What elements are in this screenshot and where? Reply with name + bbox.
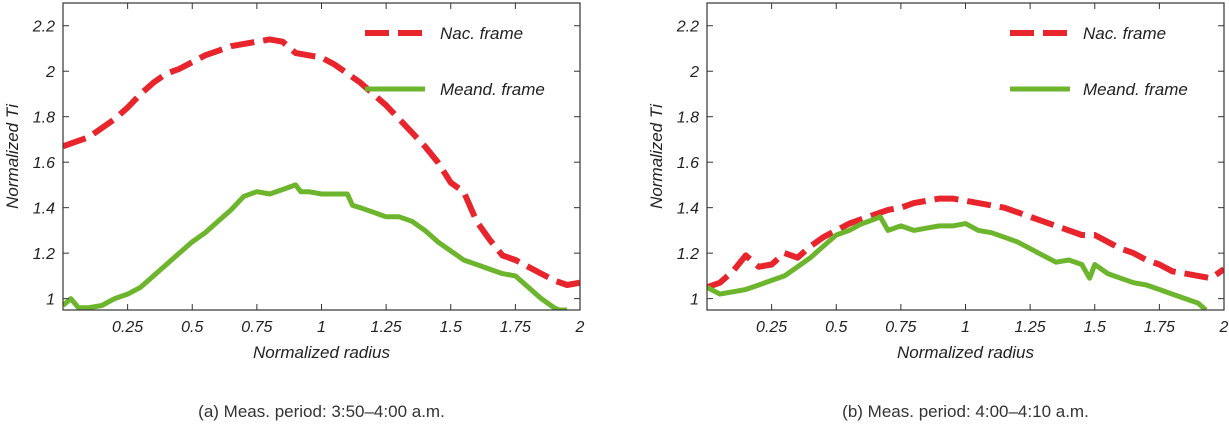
y-tick-label: 1.8 xyxy=(33,110,55,127)
x-tick-label: 0.25 xyxy=(112,319,143,336)
y-tick-label: 2.2 xyxy=(32,19,55,36)
x-tick-label: 1.75 xyxy=(1144,319,1175,336)
series-group xyxy=(63,36,580,310)
x-tick-label: 1 xyxy=(317,319,326,336)
y-tick-label: 1 xyxy=(690,292,699,309)
legend-label: Meand. frame xyxy=(440,80,545,99)
y-tick-label: 1.6 xyxy=(33,155,55,172)
x-tick-label: 1.5 xyxy=(1084,319,1106,336)
x-tick-label: 2 xyxy=(1219,319,1229,336)
x-tick-label: 0.75 xyxy=(885,319,916,336)
y-tick-label: 1.2 xyxy=(677,246,699,263)
legend-label: Nac. frame xyxy=(1083,24,1166,43)
nac-frame-line xyxy=(63,36,580,288)
meand-frame-line xyxy=(63,182,568,310)
legend-label: Nac. frame xyxy=(440,24,523,43)
plot-frame xyxy=(706,2,1225,311)
chart-caption: (b) Meas. period: 4:00–4:10 a.m. xyxy=(842,402,1089,421)
x-axis-label: Normalized radius xyxy=(253,343,390,362)
y-axis-label: Normalized Ti xyxy=(3,103,22,209)
x-axis-label: Normalized radius xyxy=(897,343,1034,362)
x-tick-label: 0.25 xyxy=(756,319,787,336)
y-tick-label: 2 xyxy=(45,64,55,81)
y-axis-label: Normalized Ti xyxy=(647,103,666,209)
x-tick-label: 0.75 xyxy=(241,319,272,336)
chart-caption: (a) Meas. period: 3:50–4:00 a.m. xyxy=(198,402,445,421)
x-tick-label: 1 xyxy=(961,319,970,336)
x-tick-label: 2 xyxy=(575,319,585,336)
series-group xyxy=(707,195,1224,310)
y-tick-label: 2 xyxy=(689,64,699,81)
y-tick-label: 1 xyxy=(46,292,55,309)
x-tick-label: 1.5 xyxy=(440,319,462,336)
chart-a: 0.25 0.5 0.75 1 1.25 1.5 1.75 2 1 1.2 1.4 1.6 1.8 2 2.… xyxy=(3,2,585,421)
y-tick-label: 2.2 xyxy=(676,19,699,36)
x-tick-label: 0.5 xyxy=(825,319,847,336)
x-tick-label: 0.5 xyxy=(181,319,203,336)
y-tick-label: 1.6 xyxy=(677,155,699,172)
y-tick-label: 1.2 xyxy=(33,246,55,263)
meand-frame-line xyxy=(707,214,1208,310)
x-tick-label: 1.75 xyxy=(500,319,531,336)
x-tick-label: 1.25 xyxy=(1015,319,1046,336)
plot-frame xyxy=(62,2,581,311)
chart-b: 0.25 0.5 0.75 1 1.25 1.5 1.75 2 1 1.2 1.4 1.6 1.8 2 2.… xyxy=(647,2,1229,421)
x-tick-label: 1.25 xyxy=(371,319,402,336)
y-tick-label: 1.8 xyxy=(677,110,699,127)
y-tick-label: 1.4 xyxy=(33,201,55,218)
y-tick-label: 1.4 xyxy=(677,201,699,218)
legend-label: Meand. frame xyxy=(1083,80,1188,99)
nac-frame-line xyxy=(707,195,1224,291)
